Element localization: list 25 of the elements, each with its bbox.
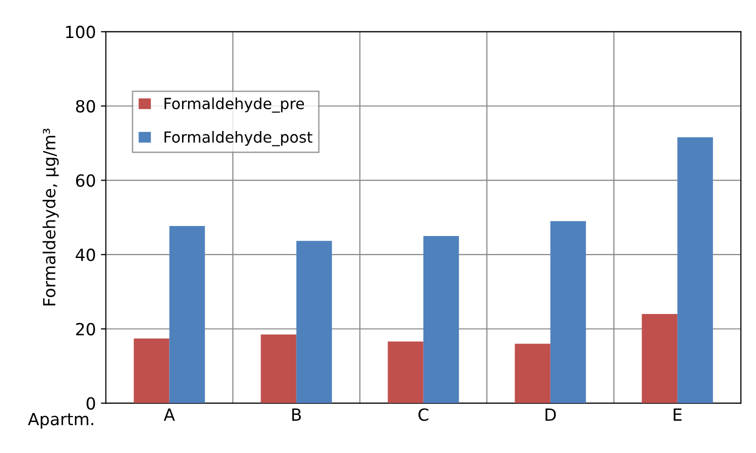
bar	[134, 338, 170, 404]
y-tick-label: 40	[76, 248, 96, 262]
legend-label: Formaldehyde_post	[164, 131, 312, 146]
bar	[296, 240, 332, 404]
x-axis-title: Apartm.	[28, 412, 94, 429]
y-tick-label: 100	[66, 26, 96, 38]
x-tick-label: E	[674, 408, 682, 421]
bar	[677, 137, 713, 404]
bar	[423, 236, 459, 404]
bar	[388, 342, 424, 404]
bar	[550, 221, 586, 404]
x-tick-label: C	[418, 408, 428, 421]
y-axis-title: Formaldehyde, μg/m³	[42, 128, 59, 306]
bar	[260, 334, 296, 404]
legend-label: Formaldehyde_pre	[164, 97, 304, 113]
y-tick-label: 20	[76, 322, 96, 336]
bar	[642, 314, 678, 404]
x-tick-label: B	[292, 408, 301, 421]
x-tick-label: D	[546, 408, 556, 421]
y-tick-label: 80	[76, 100, 96, 113]
y-tick-label: 0	[86, 397, 96, 410]
x-tick-label: A	[164, 408, 175, 421]
y-tick-label: 60	[76, 174, 96, 187]
bar	[514, 344, 550, 404]
bar	[169, 226, 205, 404]
